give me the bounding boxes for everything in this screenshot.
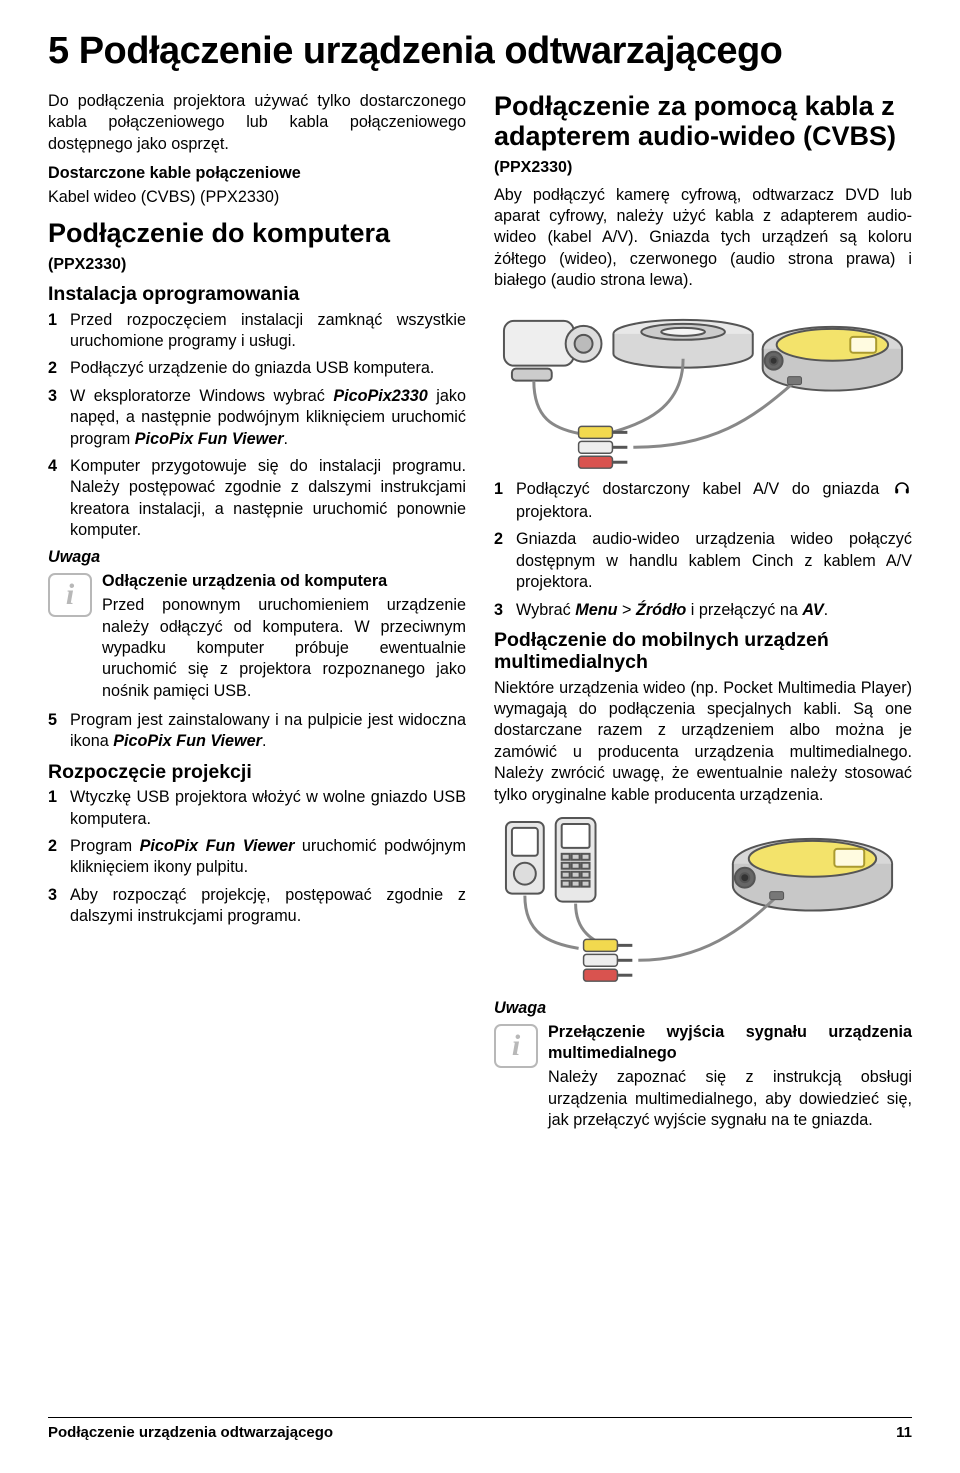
cvbs-step: Podłączyć dostarczony kabel A/V do gniaz…	[494, 479, 912, 524]
supplied-label: Dostarczone kable połączeniowe	[48, 164, 301, 182]
note-box: i Odłączenie urządzenia od komputera Prz…	[48, 571, 466, 702]
heading-connect-pc: Podłączenie do komputera	[48, 218, 466, 248]
projection-steps: Wtyczkę USB projektora włożyć w wolne gn…	[48, 787, 466, 927]
intro-text: Do podłączenia projektora używać tylko d…	[48, 91, 466, 155]
heading-install: Instalacja oprogramowania	[48, 283, 466, 305]
supplied-item: Kabel wideo (CVBS) (PPX2330)	[48, 187, 466, 208]
projection-step: Aby rozpocząć projekcję, postępować zgod…	[48, 885, 466, 928]
cvbs-step: Gniazda audio-wideo urządzenia wideo poł…	[494, 529, 912, 593]
install-step: Podłączyć urządzenie do gniazda USB komp…	[48, 358, 466, 379]
left-column: Do podłączenia projektora używać tylko d…	[48, 91, 466, 1139]
cvbs-intro: Aby podłączyć kamerę cyfrową, odtwarzacz…	[494, 185, 912, 292]
note-body: Należy zapoznać się z instrukcją obsługi…	[548, 1067, 912, 1131]
note-title: Odłączenie urządzenia od komputera	[102, 571, 466, 592]
note-label: Uwaga	[48, 547, 466, 568]
mobile-body: Niektóre urządzenia wideo (np. Pocket Mu…	[494, 678, 912, 806]
install-step: Przed rozpoczęciem instalacji zamknąć ws…	[48, 310, 466, 353]
cvbs-steps: Podłączyć dostarczony kabel A/V do gniaz…	[494, 479, 912, 621]
install-steps: Przed rozpoczęciem instalacji zamknąć ws…	[48, 310, 466, 542]
note-box: i Przełączenie wyjścia sygnału urządzeni…	[494, 1022, 912, 1132]
heading-mobile: Podłączenie do mobilnych urządzeń multim…	[494, 629, 912, 674]
note-body: Przed ponownym uruchomieniem urządzenie …	[102, 595, 466, 702]
install-step: W eksploratorze Windows wybrać PicoPix23…	[48, 386, 466, 450]
note-label: Uwaga	[494, 998, 912, 1019]
cvbs-step: Wybrać Menu > Źródło i przełączyć na AV.	[494, 600, 912, 621]
page-number: 11	[896, 1424, 912, 1441]
heading-cvbs: Podłączenie za pomocą kabla z adapterem …	[494, 91, 912, 151]
page-footer: Podłączenie urządzenia odtwarzającego 11	[48, 1417, 912, 1441]
headphone-icon	[894, 480, 910, 502]
chapter-title: 5 Podłączenie urządzenia odtwarzającego	[48, 30, 912, 73]
info-icon: i	[494, 1024, 538, 1068]
info-icon: i	[48, 573, 92, 617]
install-step: Program jest zainstalowany i na pulpicie…	[48, 710, 466, 753]
heading-start-projection: Rozpoczęcie projekcji	[48, 761, 466, 783]
projection-step: Program PicoPix Fun Viewer uruchomić pod…	[48, 836, 466, 879]
note-title: Przełączenie wyjścia sygnału urządzenia …	[548, 1022, 912, 1065]
illustration-cvbs	[494, 299, 912, 468]
pc-model: (PPX2330)	[48, 254, 466, 275]
install-steps-cont: Program jest zainstalowany i na pulpicie…	[48, 710, 466, 753]
install-step: Komputer przygotowuje się do instalacji …	[48, 456, 466, 542]
cvbs-model: (PPX2330)	[494, 157, 912, 178]
illustration-mobile	[494, 814, 912, 988]
projection-step: Wtyczkę USB projektora włożyć w wolne gn…	[48, 787, 466, 830]
footer-title: Podłączenie urządzenia odtwarzającego	[48, 1424, 333, 1441]
right-column: Podłączenie za pomocą kabla z adapterem …	[494, 91, 912, 1139]
